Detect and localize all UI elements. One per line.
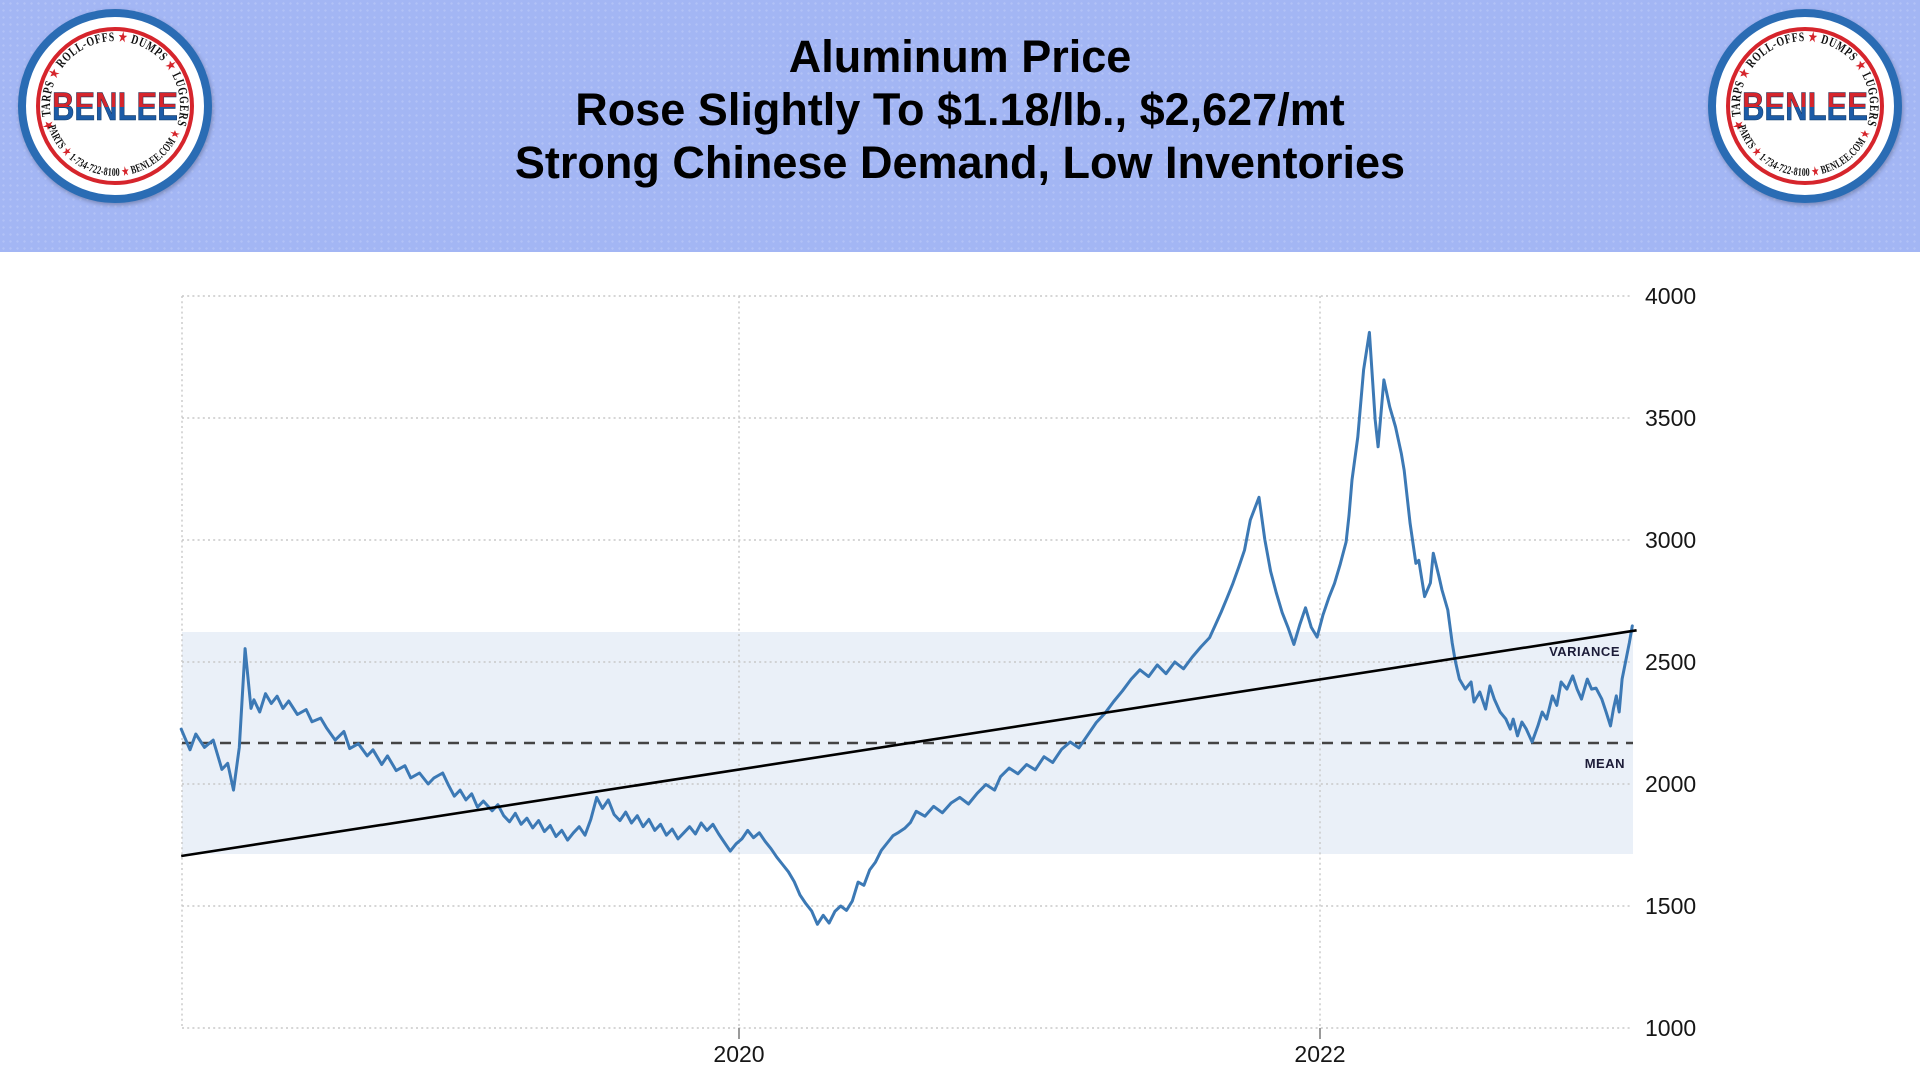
y-tick-label: 1500 <box>1645 893 1696 919</box>
benlee-logo-right: ★ TARPS ★ ROLL-OFFS ★ DUMPS ★ LUGGERS PA… <box>1708 9 1902 203</box>
benlee-logo-left: ★ TARPS ★ ROLL-OFFS ★ DUMPS ★ LUGGERS PA… <box>18 9 212 203</box>
benlee-logo-badge: ★ TARPS ★ ROLL-OFFS ★ DUMPS ★ LUGGERS PA… <box>1708 9 1902 203</box>
benlee-brand-text: BENLEE <box>1742 85 1868 129</box>
variance-label: VARIANCE <box>1549 644 1620 659</box>
chart-title-block: Aluminum Price Rose Slightly To $1.18/lb… <box>0 30 1920 189</box>
y-tick-label: 3500 <box>1645 405 1696 431</box>
title-line-3: Strong Chinese Demand, Low Inventories <box>514 137 1406 188</box>
title-line-1: Aluminum Price <box>788 31 1132 82</box>
x-tick-label: 2020 <box>713 1041 764 1067</box>
y-tick-label: 2500 <box>1645 649 1696 675</box>
price-line <box>179 330 1634 926</box>
logo-outer-ring <box>1708 9 1902 203</box>
logo-outer-ring <box>18 9 212 203</box>
y-tick-label: 1000 <box>1645 1015 1696 1041</box>
trend-line <box>181 629 1637 858</box>
x-tick-label: 2022 <box>1294 1041 1345 1067</box>
benlee-logo-badge: ★ TARPS ★ ROLL-OFFS ★ DUMPS ★ LUGGERS PA… <box>18 9 212 203</box>
logo-inner-ring <box>36 27 194 185</box>
y-tick-label: 2000 <box>1645 771 1696 797</box>
logo-inner-ring <box>1726 27 1884 185</box>
title-line-2: Rose Slightly To $1.18/lb., $2,627/mt <box>575 84 1345 135</box>
header-banner: ★ TARPS ★ ROLL-OFFS ★ DUMPS ★ LUGGERS PA… <box>0 0 1920 252</box>
aluminum-price-chart: 4000 3500 3000 2500 2000 1500 1000 2020 2022 VARI… <box>179 283 1696 1067</box>
chart-region: 4000 3500 3000 2500 2000 1500 1000 2020 2022 VARI… <box>0 252 1920 1081</box>
benlee-brand-text: BENLEE <box>52 85 178 129</box>
y-tick-label: 3000 <box>1645 527 1696 553</box>
y-tick-label: 4000 <box>1645 283 1696 309</box>
mean-label: MEAN <box>1585 756 1625 771</box>
